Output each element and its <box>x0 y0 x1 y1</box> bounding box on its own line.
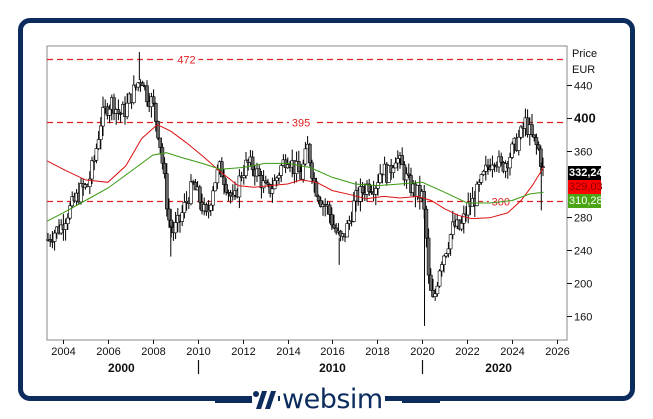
last-price-tag: 332,24 <box>568 166 603 180</box>
green-ma-value-tag: 310,28 <box>568 194 603 208</box>
x-tick-label: 2008 <box>141 346 165 358</box>
green-moving-average-line <box>47 152 544 222</box>
price-bars <box>46 52 545 326</box>
x-tick-label: 2006 <box>96 346 120 358</box>
x-tick-label: 2016 <box>320 346 344 358</box>
x-tick-label: 2018 <box>365 346 389 358</box>
brand-name: websim <box>280 384 385 415</box>
y-tick-label: 280 <box>574 213 592 225</box>
websim-logo-icon <box>252 389 278 411</box>
x-tick-label: 2012 <box>231 346 255 358</box>
brand-line-right <box>402 400 440 403</box>
red-moving-average-line <box>47 124 544 220</box>
x-tick-label: 2026 <box>545 346 569 358</box>
level-label: 472 <box>177 55 195 67</box>
x-tick-label: 2014 <box>276 346 300 358</box>
x-tick-label: 2024 <box>500 346 524 358</box>
y-tick-label: 400 <box>574 111 596 126</box>
y-tick-label: 160 <box>574 312 592 324</box>
y-tick-label: 440 <box>574 81 592 93</box>
level-label: 300 <box>492 197 510 209</box>
decade-label: 2000 <box>108 361 135 375</box>
x-tick-label: 2022 <box>455 346 479 358</box>
red-ma-value-tag: 329,03 <box>568 180 603 194</box>
y-axis-title: Price <box>572 48 597 60</box>
brand-line-left <box>215 400 255 403</box>
y-tick-label: 360 <box>574 147 592 159</box>
x-tick-label: 2004 <box>51 346 75 358</box>
y-axis-currency: EUR <box>572 64 595 76</box>
brand-footer: websim <box>0 382 653 419</box>
decade-label: 2020 <box>485 361 512 375</box>
x-tick-label: 2010 <box>186 346 210 358</box>
x-tick-label: 2020 <box>410 346 434 358</box>
level-label: 395 <box>292 118 310 130</box>
y-tick-label: 240 <box>574 246 592 258</box>
decade-label: 2010 <box>319 361 346 375</box>
plot-area <box>46 45 568 341</box>
y-tick-label: 200 <box>574 279 592 291</box>
